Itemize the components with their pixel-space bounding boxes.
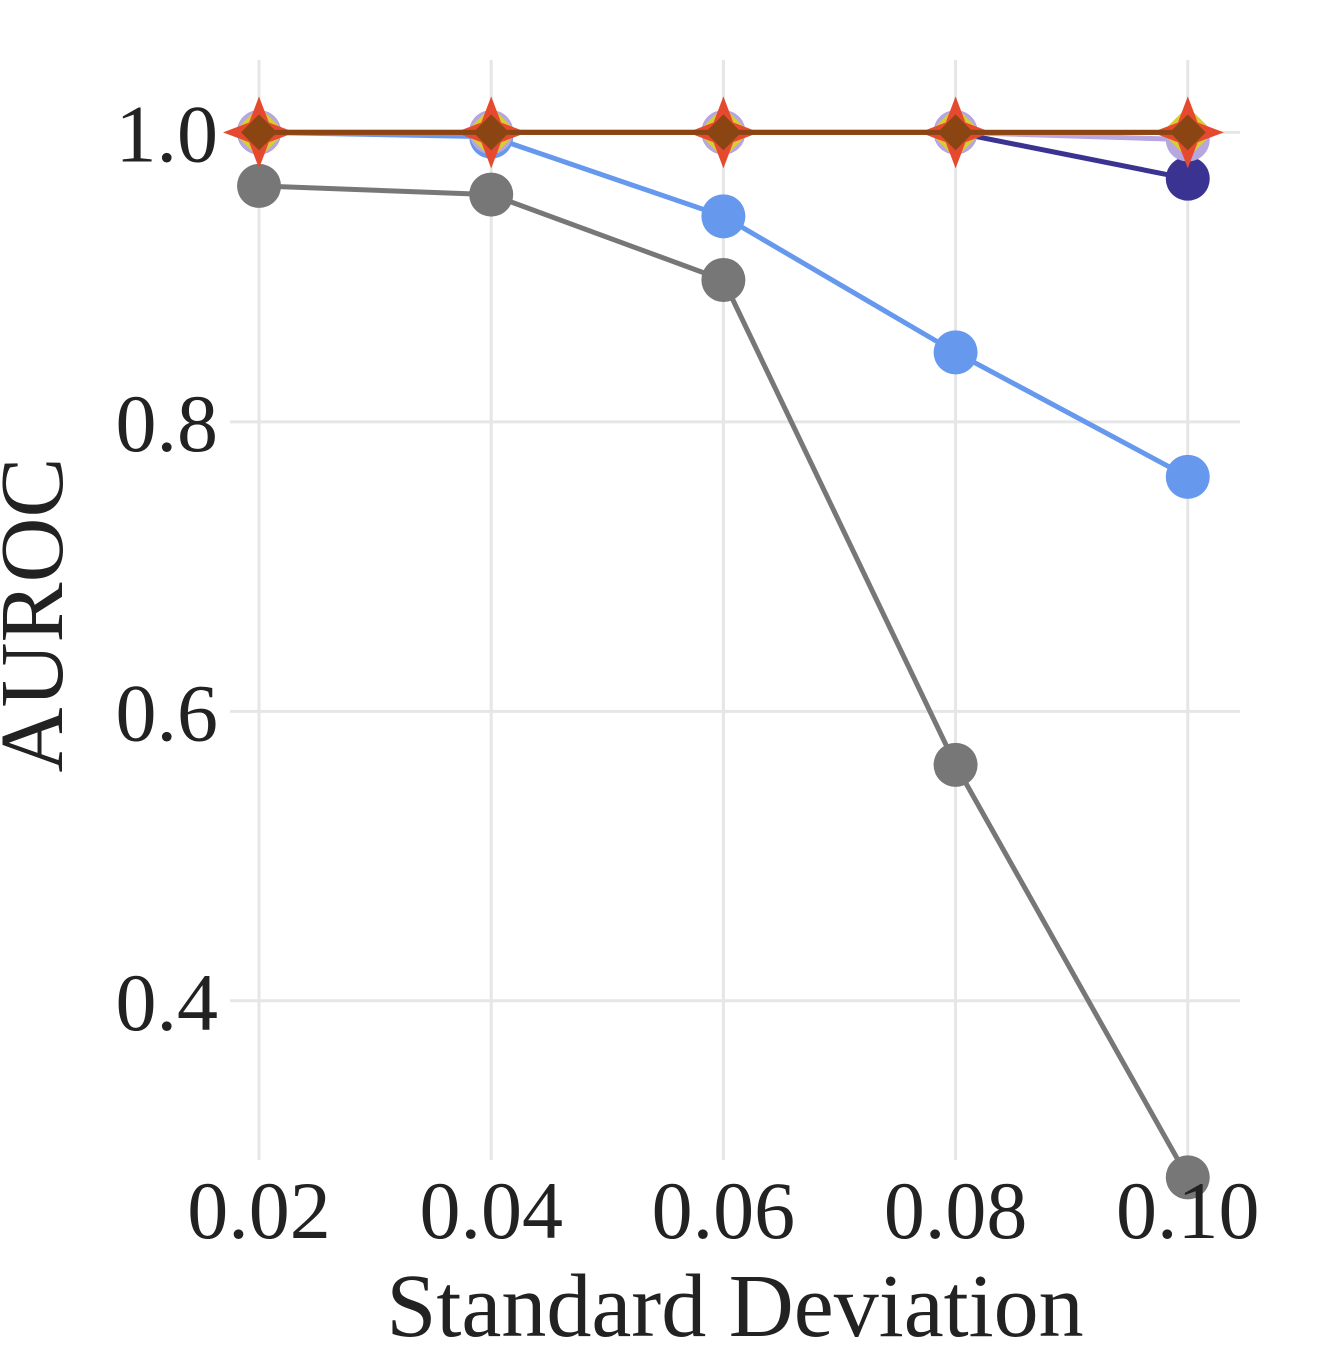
x-tick-label: 0.08 bbox=[884, 1165, 1028, 1256]
data-point bbox=[701, 194, 746, 239]
y-tick-label: 0.6 bbox=[116, 667, 219, 758]
data-point bbox=[701, 258, 746, 302]
x-axis-title: Standard Deviation bbox=[386, 1257, 1083, 1351]
data-point bbox=[473, 114, 510, 151]
data-point bbox=[241, 114, 278, 151]
series-1 bbox=[237, 163, 1210, 1200]
data-point bbox=[237, 163, 282, 208]
x-tick-labels: 0.02 0.04 0.06 0.08 0.10 bbox=[187, 1165, 1259, 1256]
data-point bbox=[933, 742, 978, 787]
x-tick-label: 0.04 bbox=[419, 1165, 563, 1256]
data-point bbox=[1165, 156, 1210, 201]
data-point bbox=[469, 172, 514, 217]
y-tick-label: 1.0 bbox=[116, 88, 219, 179]
data-point bbox=[1165, 1155, 1210, 1200]
series-7 bbox=[241, 114, 1206, 151]
x-tick-label: 0.10 bbox=[1116, 1165, 1260, 1256]
series-layer bbox=[223, 96, 1224, 1200]
data-point bbox=[1169, 114, 1206, 151]
x-tick-label: 0.06 bbox=[652, 1165, 796, 1256]
data-point bbox=[705, 114, 742, 151]
data-point bbox=[933, 330, 978, 375]
y-tick-label: 0.4 bbox=[116, 957, 219, 1048]
data-point bbox=[1165, 454, 1210, 499]
y-axis-title: AUROC bbox=[0, 457, 82, 772]
x-tick-label: 0.02 bbox=[187, 1165, 331, 1256]
data-point bbox=[937, 114, 974, 151]
y-tick-label: 0.8 bbox=[116, 378, 219, 469]
y-tick-labels: 0.4 0.6 0.8 1.0 bbox=[116, 88, 219, 1047]
